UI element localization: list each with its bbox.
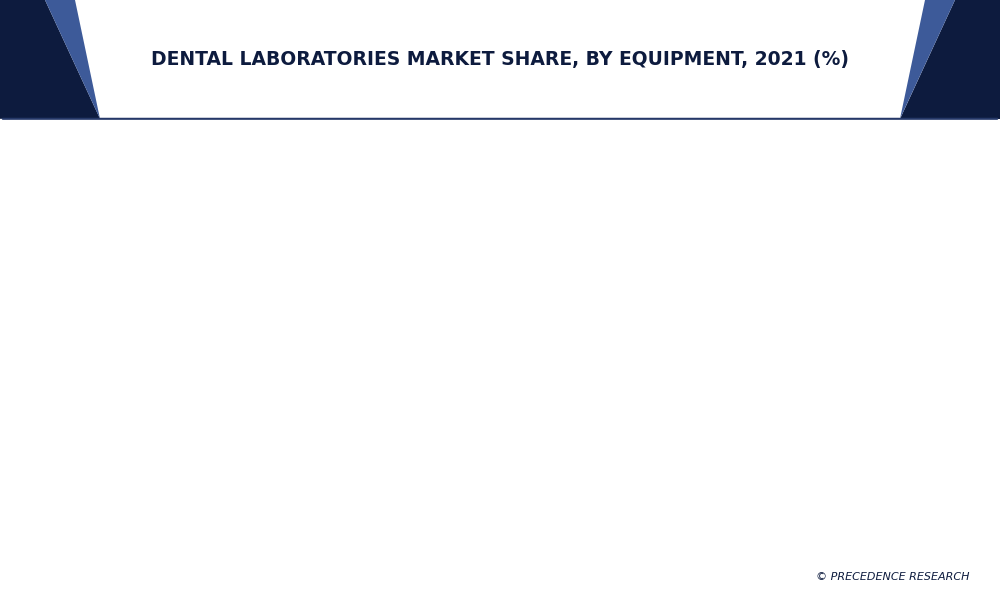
Bar	[408, 386, 488, 487]
Bar	[552, 358, 632, 487]
Text: DENTAL LABORATORIES MARKET SHARE, BY EQUIPMENT, 2021 (%): DENTAL LABORATORIES MARKET SHARE, BY EQU…	[151, 50, 849, 69]
Bar	[841, 194, 920, 487]
Text: 37.50%: 37.50%	[851, 175, 909, 189]
Bar	[120, 458, 199, 487]
Bar	[697, 315, 776, 487]
Bar	[264, 432, 343, 487]
Text: © PRECEDENCE RESEARCH: © PRECEDENCE RESEARCH	[816, 572, 970, 582]
